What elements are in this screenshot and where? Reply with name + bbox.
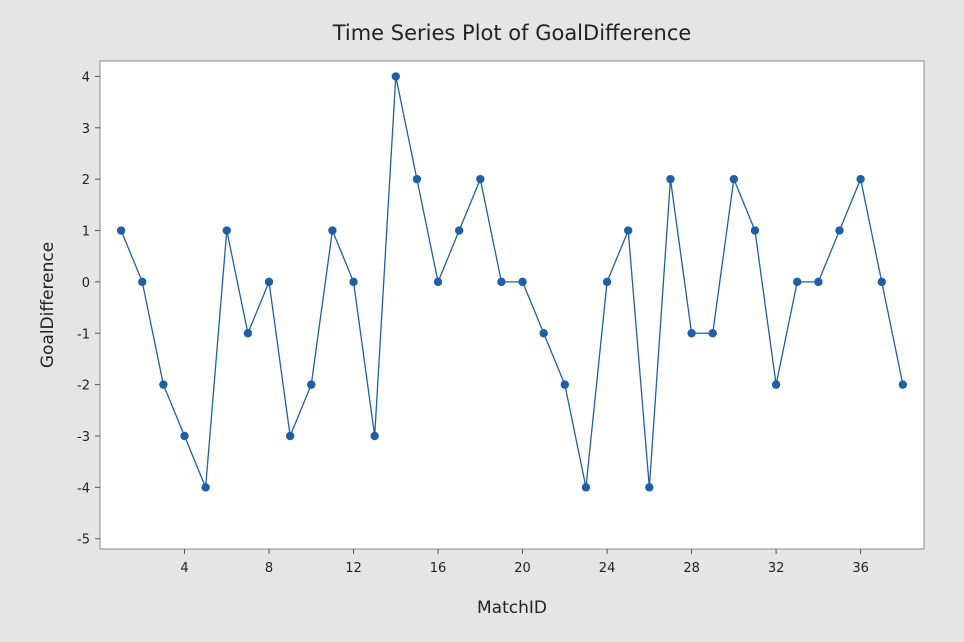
y-tick-label: 3: [82, 122, 90, 137]
data-point: [391, 72, 400, 81]
data-point: [159, 380, 168, 389]
data-point: [687, 329, 696, 338]
x-axis-title: MatchID: [477, 598, 547, 618]
data-point: [201, 483, 210, 492]
y-tick-label: -2: [77, 379, 90, 394]
data-point: [243, 329, 253, 338]
y-tick-label: -3: [77, 430, 90, 445]
y-tick-label: 0: [82, 276, 90, 291]
y-axis: -5 -4 -3 -2 -1 0 1 2 3 4: [77, 70, 100, 548]
x-tick-label: 36: [852, 561, 869, 576]
x-tick-label: 8: [265, 561, 273, 576]
y-tick-label: -1: [77, 327, 90, 342]
data-point: [856, 174, 865, 184]
data-point: [898, 380, 908, 389]
data-point: [370, 431, 379, 441]
data-point: [328, 226, 337, 235]
data-point: [624, 226, 633, 235]
data-point: [666, 174, 675, 184]
data-point: [814, 277, 823, 287]
data-point: [454, 226, 464, 235]
x-tick-label: 12: [345, 561, 362, 576]
data-point: [581, 483, 591, 492]
y-tick-label: 1: [82, 225, 90, 240]
data-point: [835, 226, 844, 235]
x-tick-label: 24: [599, 561, 616, 576]
x-tick-label: 32: [768, 561, 785, 576]
data-point: [433, 277, 443, 287]
data-point: [877, 277, 886, 287]
data-point: [349, 277, 358, 287]
x-tick-label: 4: [180, 561, 188, 576]
x-axis: 4 8 12 16 20 24 28 32 36: [180, 549, 869, 576]
x-tick-label: 16: [430, 561, 447, 576]
data-point: [793, 277, 802, 287]
data-point: [771, 380, 781, 389]
data-point: [645, 483, 654, 492]
data-point: [708, 329, 717, 338]
y-tick-label: 4: [82, 70, 90, 85]
series-group: [116, 72, 908, 492]
data-point: [539, 329, 548, 338]
y-tick-label: -5: [77, 533, 90, 548]
plot-area: [99, 60, 925, 550]
series-line: [120, 76, 904, 488]
data-point: [412, 174, 422, 184]
data-point: [264, 277, 274, 287]
data-point: [729, 174, 739, 184]
data-point: [307, 380, 316, 389]
data-point: [560, 380, 570, 389]
y-tick-label: 2: [82, 173, 90, 188]
data-point: [222, 226, 231, 235]
data-point: [180, 431, 189, 441]
x-tick-label: 20: [514, 561, 531, 576]
data-point: [285, 431, 295, 441]
data-point: [138, 277, 147, 287]
data-point: [497, 277, 506, 287]
data-point: [116, 226, 126, 235]
x-tick-label: 28: [683, 561, 700, 576]
y-axis-title: GoalDifference: [38, 242, 58, 368]
data-point: [602, 277, 612, 287]
data-point: [750, 226, 760, 235]
data-point: [518, 277, 527, 287]
chart-title: Time Series Plot of GoalDifference: [332, 21, 692, 45]
y-tick-label: -4: [77, 481, 90, 496]
data-point: [476, 174, 485, 184]
